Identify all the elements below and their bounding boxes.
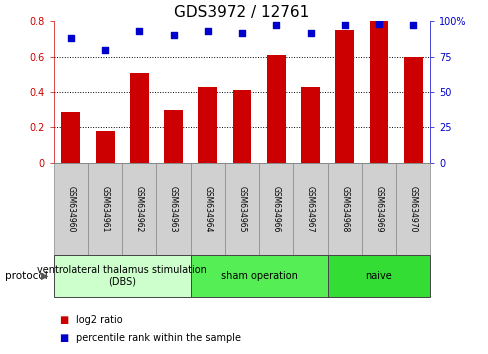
Point [135,28,143,34]
Bar [54,255,190,297]
Bar [96,131,114,163]
Text: GSM634962: GSM634962 [135,185,143,232]
Point [169,33,177,38]
Text: GSM634960: GSM634960 [66,185,75,232]
Text: naive: naive [365,271,391,281]
Bar [361,163,395,255]
Bar [395,163,429,255]
Point [203,28,211,34]
Text: GSM634967: GSM634967 [305,185,314,232]
Text: GSM634970: GSM634970 [408,185,417,232]
Bar [327,163,361,255]
Point [101,47,109,52]
Text: GSM634968: GSM634968 [340,185,348,232]
Text: protocol: protocol [5,271,47,281]
Text: GSM634963: GSM634963 [169,185,178,232]
Bar [266,55,285,163]
Bar [403,57,422,163]
Bar [122,163,156,255]
Point [408,23,416,28]
Point [238,30,245,35]
Text: GSM634969: GSM634969 [374,185,383,232]
Bar [259,163,293,255]
Bar [88,163,122,255]
Text: GSM634961: GSM634961 [101,185,109,232]
Text: ■: ■ [59,315,68,325]
Bar [190,255,327,297]
Text: ▶: ▶ [41,271,48,281]
Bar [61,112,80,163]
Text: log2 ratio: log2 ratio [76,315,122,325]
Point [272,23,280,28]
Point [340,23,348,28]
Bar [54,163,88,255]
Bar [232,90,251,163]
Bar [369,21,387,163]
Point [67,35,75,41]
Bar [293,163,327,255]
Bar [130,73,148,163]
Text: ■: ■ [59,333,68,343]
Point [374,21,382,27]
Text: GSM634966: GSM634966 [271,185,280,232]
Text: GSM634965: GSM634965 [237,185,246,232]
Bar [156,163,190,255]
Bar [198,87,217,163]
Bar [335,30,353,163]
Text: ventrolateral thalamus stimulation
(DBS): ventrolateral thalamus stimulation (DBS) [37,265,207,287]
Title: GDS3972 / 12761: GDS3972 / 12761 [174,5,309,20]
Text: GSM634964: GSM634964 [203,185,212,232]
Point [306,30,314,35]
Bar [164,110,183,163]
Bar [327,255,429,297]
Bar [224,163,259,255]
Text: sham operation: sham operation [220,271,297,281]
Text: percentile rank within the sample: percentile rank within the sample [76,333,240,343]
Bar [301,87,319,163]
Bar [190,163,224,255]
